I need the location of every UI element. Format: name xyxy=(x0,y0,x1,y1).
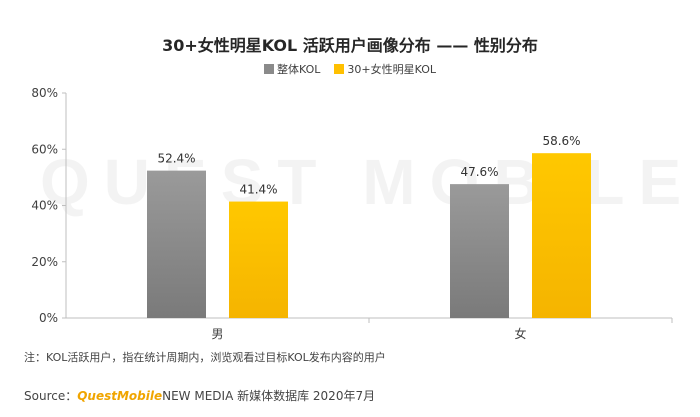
bar xyxy=(229,201,288,318)
bar xyxy=(147,170,206,318)
bar-value-label: 52.4% xyxy=(157,152,195,166)
x-category-label: 男 xyxy=(211,327,223,341)
source-suffix: NEW MEDIA 新媒体数据库 2020年7月 xyxy=(162,389,376,403)
x-axis: 男女 xyxy=(66,317,673,341)
legend-item-female-star: 30+女性明星KOL xyxy=(334,61,436,77)
bar-value-label: 58.6% xyxy=(542,134,580,148)
chart-title: 30+女性明星KOL 活跃用户画像分布 —— 性别分布 xyxy=(162,36,538,55)
bar-value-label: 41.4% xyxy=(239,183,277,197)
y-tick-label: 0% xyxy=(39,311,58,325)
bar xyxy=(450,184,509,318)
legend-swatch-female-star xyxy=(334,64,345,74)
source-line: Source： QuestMobile NEW MEDIA 新媒体数据库 202… xyxy=(24,387,375,404)
y-tick-label: 80% xyxy=(31,86,58,100)
source-brand: QuestMobile xyxy=(77,389,163,403)
bar-value-label: 47.6% xyxy=(460,165,498,179)
legend-item-overall: 整体KOL xyxy=(263,61,321,77)
y-tick-label: 40% xyxy=(31,199,58,213)
chart-legend: 整体KOL 30+女性明星KOL xyxy=(0,61,700,77)
bars: 52.4% 41.4% 47.6% 58.6% xyxy=(147,134,591,318)
y-tick-label: 20% xyxy=(31,255,58,269)
y-axis: 0% 20% 40% 60% 80% xyxy=(31,86,67,325)
x-category-label: 女 xyxy=(514,326,526,341)
bar xyxy=(532,153,591,318)
source-prefix: Source： xyxy=(24,389,78,403)
legend-label-overall: 整体KOL xyxy=(276,63,321,76)
legend-label-female-star: 30+女性明星KOL xyxy=(347,63,437,76)
footnote: 注：KOL活跃用户，指在统计周期内，浏览观看过目标KOL发布内容的用户 xyxy=(24,351,386,364)
legend-swatch-overall xyxy=(263,64,274,74)
y-tick-label: 60% xyxy=(31,142,58,156)
